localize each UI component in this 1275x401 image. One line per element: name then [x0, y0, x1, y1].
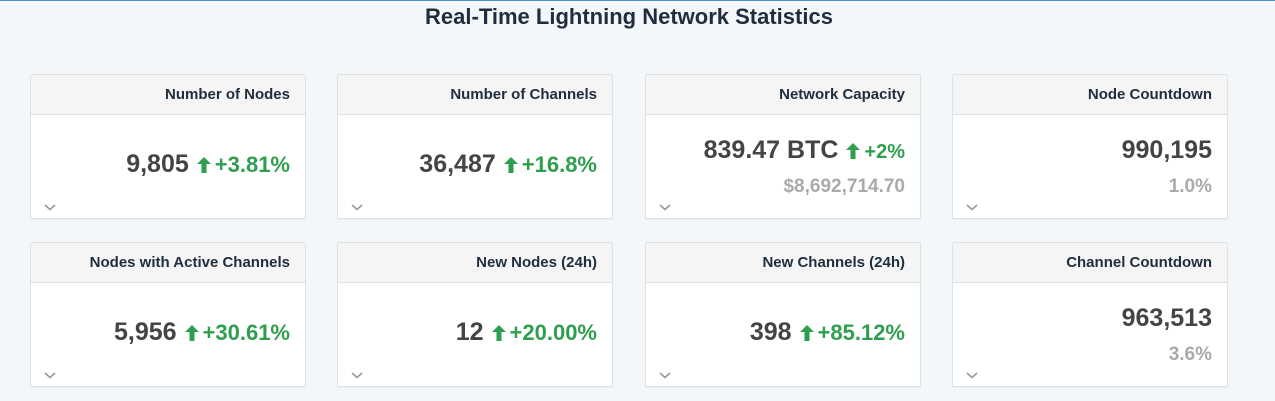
arrow-up-icon: [799, 325, 814, 341]
stat-subvalue: 1.0%: [1168, 176, 1212, 197]
chevron-down-icon[interactable]: [965, 202, 979, 212]
chevron-down-icon[interactable]: [350, 370, 364, 380]
stat-subvalue: 3.6%: [1168, 344, 1212, 365]
stat-change-text: +30.61%: [202, 320, 290, 345]
card-body: 9,805 +3.81%: [31, 115, 305, 218]
stat-change-text: +3.81%: [214, 152, 290, 177]
stat-card-new-nodes: New Nodes (24h) 12 +20.00%: [337, 242, 613, 387]
card-title: Number of Channels: [338, 75, 612, 115]
stat-subvalue: $8,692,714.70: [783, 176, 905, 197]
stat-row: 839.47 BTC +2%: [704, 135, 905, 169]
card-body: 963,513 3.6%: [953, 283, 1227, 386]
chevron-down-icon[interactable]: [658, 370, 672, 380]
stat-row: 9,805 +3.81%: [126, 149, 290, 183]
card-body: 398 +85.12%: [646, 283, 920, 386]
chevron-down-icon[interactable]: [658, 202, 672, 212]
stat-change-text: +20.00%: [509, 320, 597, 345]
chevron-down-icon[interactable]: [965, 370, 979, 380]
arrow-up-icon: [503, 157, 518, 173]
stat-change: +16.8%: [503, 152, 597, 177]
stat-change: +85.12%: [799, 320, 905, 345]
card-title: Number of Nodes: [31, 75, 305, 115]
stat-card-new-channels: New Channels (24h) 398 +85.12%: [645, 242, 921, 387]
chevron-down-icon[interactable]: [350, 202, 364, 212]
card-body: 990,195 1.0%: [953, 115, 1227, 218]
stat-row: 36,487 +16.8%: [419, 149, 597, 183]
stat-change: +2%: [846, 141, 905, 163]
chevron-down-icon[interactable]: [43, 370, 57, 380]
card-body: 36,487 +16.8%: [338, 115, 612, 218]
stat-row: 398 +85.12%: [750, 317, 905, 351]
stat-row: 990,195: [1122, 135, 1212, 169]
stat-value: 839.47 BTC: [703, 136, 839, 164]
stat-value: 963,513: [1121, 304, 1212, 332]
stat-change: +30.61%: [184, 320, 290, 345]
arrow-up-icon: [196, 157, 211, 173]
card-title: Channel Countdown: [953, 243, 1227, 283]
card-title: Nodes with Active Channels: [31, 243, 305, 283]
card-body: 12 +20.00%: [338, 283, 612, 386]
stat-change-text: +2%: [864, 141, 905, 163]
stat-value: 990,195: [1121, 136, 1212, 164]
chevron-down-icon[interactable]: [43, 202, 57, 212]
card-title: Network Capacity: [646, 75, 920, 115]
stat-value: 398: [749, 318, 792, 346]
stat-row: 5,956 +30.61%: [114, 317, 290, 351]
stat-card-network-capacity: Network Capacity 839.47 BTC +2% $8,692,71…: [645, 74, 921, 219]
stat-change: +20.00%: [491, 320, 597, 345]
stat-value: 36,487: [419, 150, 496, 178]
stat-change-text: +16.8%: [521, 152, 597, 177]
stat-card-nodes-with-active-channels: Nodes with Active Channels 5,956 +30.61%: [30, 242, 306, 387]
card-body: 839.47 BTC +2% $8,692,714.70: [646, 115, 920, 218]
card-title: Node Countdown: [953, 75, 1227, 115]
stat-row: 963,513: [1122, 303, 1212, 337]
stat-value: 9,805: [126, 150, 189, 178]
stat-value: 12: [455, 318, 484, 346]
stat-change-text: +85.12%: [817, 320, 905, 345]
stat-card-number-of-channels: Number of Channels 36,487 +16.8%: [337, 74, 613, 219]
stat-card-channel-countdown: Channel Countdown 963,513 3.6%: [952, 242, 1228, 387]
card-title: New Channels (24h): [646, 243, 920, 283]
arrow-up-icon: [491, 325, 506, 341]
stat-card-number-of-nodes: Number of Nodes 9,805 +3.81%: [30, 74, 306, 219]
page-title: Real-Time Lightning Network Statistics: [425, 4, 833, 29]
stat-change: +3.81%: [196, 152, 290, 177]
stat-value: 5,956: [113, 318, 177, 346]
stat-row: 12 +20.00%: [456, 317, 597, 351]
arrow-up-icon: [184, 325, 199, 341]
card-title: New Nodes (24h): [338, 243, 612, 283]
arrow-up-icon: [846, 143, 861, 159]
card-body: 5,956 +30.61%: [31, 283, 305, 386]
stat-card-node-countdown: Node Countdown 990,195 1.0%: [952, 74, 1228, 219]
